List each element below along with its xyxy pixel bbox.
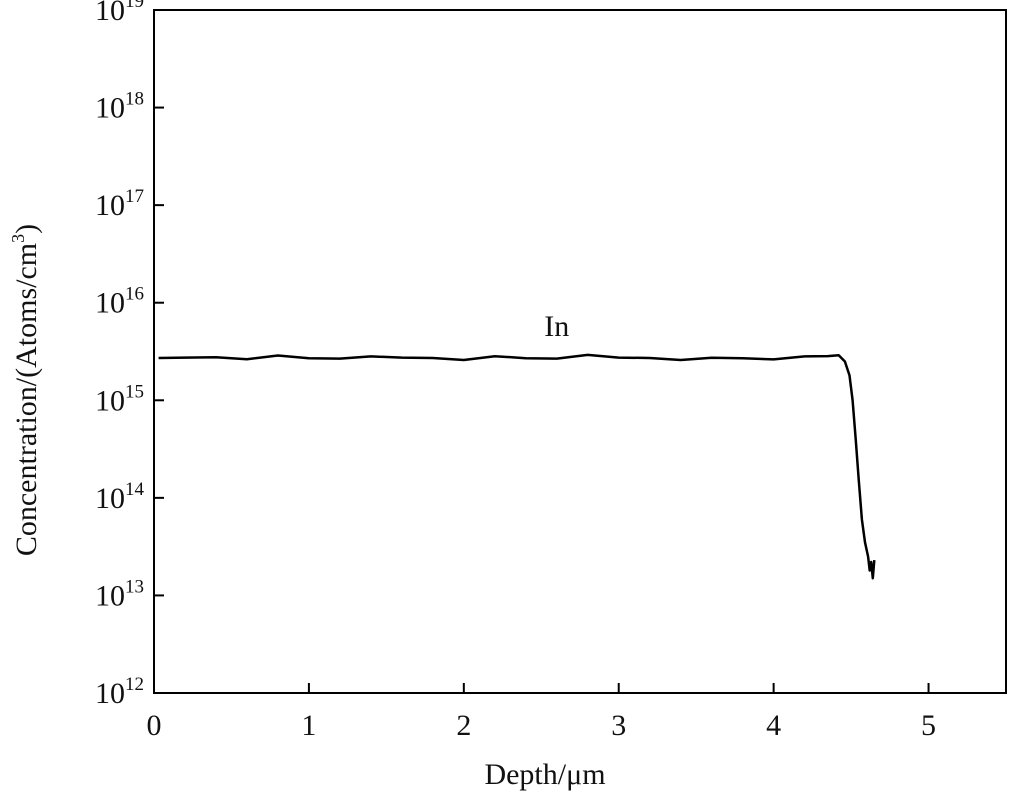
y-axis-title-suffix: ) <box>10 224 43 234</box>
y-tick-exponent: 15 <box>125 381 144 402</box>
plot-frame <box>153 9 1007 694</box>
x-axis-title: Depth/μm <box>484 758 605 791</box>
x-tick-label: 1 <box>301 709 316 742</box>
x-tick-label: 3 <box>611 709 626 742</box>
x-tick-label: 0 <box>147 709 162 742</box>
y-tick-exponent: 12 <box>125 674 144 695</box>
y-tick-base: 10 <box>95 482 125 515</box>
y-tick-base: 10 <box>95 384 125 417</box>
y-axis-title: Concentration/(Atoms/cm3) <box>8 224 43 556</box>
y-tick-base: 10 <box>95 677 125 710</box>
y-tick-exponent: 19 <box>125 0 144 12</box>
y-tick-label: 1018 <box>95 89 144 125</box>
x-axis: 0 1 2 3 4 5 <box>147 683 936 742</box>
y-tick-base: 10 <box>95 579 125 612</box>
series-line-in <box>158 353 876 580</box>
x-tick-label: 5 <box>921 709 936 742</box>
y-tick-base: 10 <box>95 287 125 320</box>
y-tick-label: 1017 <box>95 186 144 222</box>
y-tick-base: 10 <box>95 189 125 222</box>
y-tick-label: 1013 <box>95 576 144 612</box>
y-tick-exponent: 14 <box>125 479 145 500</box>
y-axis-title-main: Concentration/(Atoms/cm <box>10 243 43 556</box>
y-axis-title-superscript: 3 <box>8 234 28 243</box>
series-label-in: In <box>544 310 569 343</box>
y-tick-label: 1019 <box>95 0 144 27</box>
y-tick-base: 10 <box>95 92 125 125</box>
y-tick-exponent: 18 <box>125 89 144 110</box>
y-tick-label: 1016 <box>95 284 144 320</box>
y-tick-exponent: 13 <box>125 576 144 597</box>
y-tick-label: 1012 <box>95 674 144 710</box>
x-tick-label: 4 <box>766 709 781 742</box>
series-layer: In <box>158 310 876 580</box>
y-tick-base: 10 <box>95 0 125 27</box>
y-tick-label: 1015 <box>95 381 144 417</box>
y-tick-exponent: 17 <box>125 186 144 207</box>
y-tick-label: 1014 <box>95 479 145 515</box>
y-tick-exponent: 16 <box>125 284 144 305</box>
x-tick-label: 2 <box>456 709 471 742</box>
